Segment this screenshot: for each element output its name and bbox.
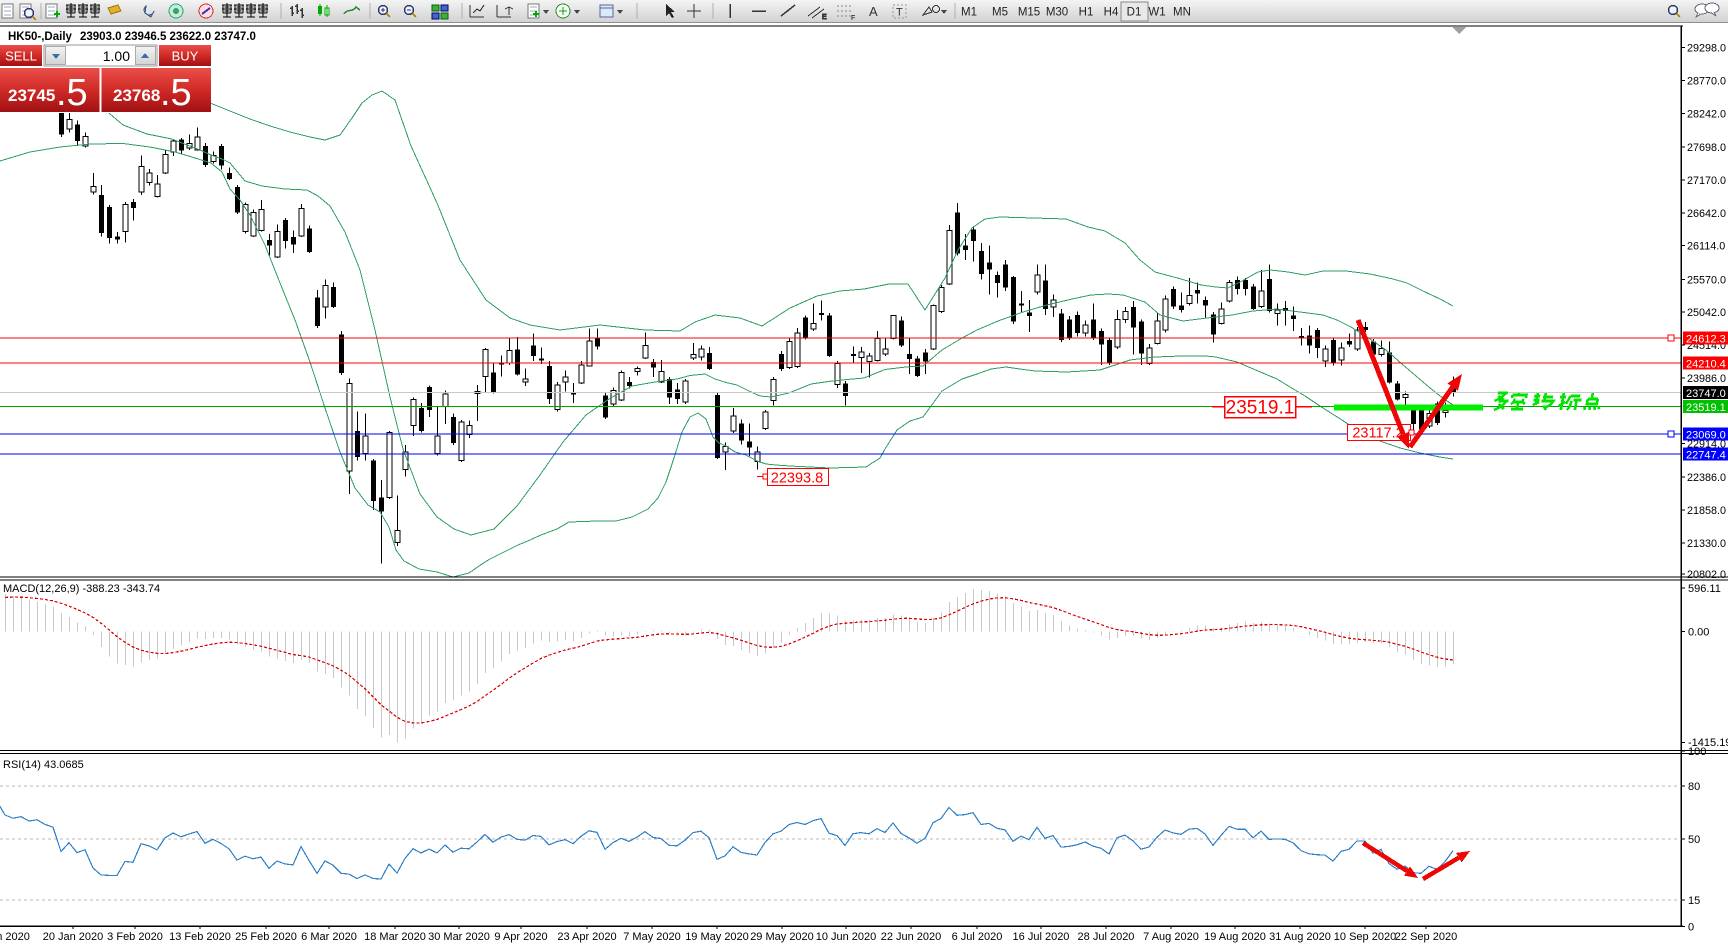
svg-text:18 Mar 2020: 18 Mar 2020 (364, 931, 426, 943)
svg-text:22393.8: 22393.8 (771, 471, 823, 487)
svg-text:.5: .5 (56, 72, 88, 114)
svg-text:BUY: BUY (172, 49, 199, 64)
svg-text:7 May 2020: 7 May 2020 (623, 931, 680, 943)
svg-text:A: A (869, 4, 878, 19)
svg-text:27170.0: 27170.0 (1687, 175, 1726, 187)
svg-text:19 May 2020: 19 May 2020 (685, 931, 749, 943)
svg-text:21858.0: 21858.0 (1687, 505, 1726, 517)
svg-text:0.00: 0.00 (1688, 627, 1709, 639)
svg-text:25570.0: 25570.0 (1687, 274, 1726, 286)
svg-text:23986.0: 23986.0 (1687, 373, 1726, 385)
svg-text:21330.0: 21330.0 (1687, 538, 1726, 550)
svg-text:20 Jan 2020: 20 Jan 2020 (43, 931, 104, 943)
svg-text:6 Mar 2020: 6 Mar 2020 (301, 931, 357, 943)
svg-text:SELL: SELL (5, 49, 37, 64)
svg-text:-1415.19: -1415.19 (1688, 737, 1728, 749)
svg-text:D1: D1 (1127, 7, 1142, 19)
svg-text:596.11: 596.11 (1688, 583, 1721, 595)
svg-text:M30: M30 (1046, 7, 1068, 19)
svg-text:23519.1: 23519.1 (1226, 398, 1295, 419)
svg-text:80: 80 (1688, 781, 1700, 793)
svg-text:E: E (822, 14, 827, 21)
svg-text:25042.0: 25042.0 (1687, 307, 1726, 319)
svg-text:13 Feb 2020: 13 Feb 2020 (169, 931, 231, 943)
svg-text:29298.0: 29298.0 (1687, 43, 1726, 55)
svg-text:23117.2: 23117.2 (1352, 426, 1403, 442)
svg-text:MACD(12,26,9) -388.23 -343.74: MACD(12,26,9) -388.23 -343.74 (3, 583, 160, 595)
svg-text:22386.0: 22386.0 (1687, 472, 1726, 484)
svg-text:10 Sep 2020: 10 Sep 2020 (1334, 931, 1396, 943)
svg-text:23745: 23745 (8, 86, 55, 105)
svg-text:.5: .5 (160, 72, 192, 114)
svg-text:H4: H4 (1104, 7, 1119, 19)
svg-text:24612.3: 24612.3 (1686, 334, 1726, 346)
svg-text:23 Apr 2020: 23 Apr 2020 (557, 931, 616, 943)
svg-text:7 Aug 2020: 7 Aug 2020 (1143, 931, 1199, 943)
svg-text:F: F (851, 15, 855, 22)
svg-text:an 2020: an 2020 (0, 931, 30, 943)
svg-text:6 Jul 2020: 6 Jul 2020 (952, 931, 1003, 943)
svg-text:28242.0: 28242.0 (1687, 108, 1726, 120)
svg-text:100: 100 (1688, 746, 1706, 758)
svg-text:19 Aug 2020: 19 Aug 2020 (1204, 931, 1266, 943)
svg-text:10 Jun 2020: 10 Jun 2020 (816, 931, 877, 943)
svg-text:25 Feb 2020: 25 Feb 2020 (235, 931, 297, 943)
svg-text:22 Sep 2020: 22 Sep 2020 (1395, 931, 1457, 943)
svg-text:28 Jul 2020: 28 Jul 2020 (1078, 931, 1135, 943)
svg-text:29 May 2020: 29 May 2020 (750, 931, 814, 943)
svg-text:W1: W1 (1148, 7, 1165, 19)
svg-text:M5: M5 (992, 7, 1008, 19)
svg-text:MN: MN (1173, 7, 1191, 19)
svg-text:M15: M15 (1018, 7, 1040, 19)
svg-text:30 Mar 2020: 30 Mar 2020 (428, 931, 490, 943)
svg-text:20802.0: 20802.0 (1687, 569, 1726, 581)
svg-text:26114.0: 26114.0 (1687, 241, 1725, 253)
svg-text:26642.0: 26642.0 (1687, 208, 1726, 220)
svg-text:27698.0: 27698.0 (1687, 142, 1726, 154)
svg-text:15: 15 (1688, 895, 1700, 907)
svg-text:RSI(14) 43.0685: RSI(14) 43.0685 (3, 759, 84, 771)
svg-text:23519.1: 23519.1 (1686, 402, 1726, 414)
svg-text:16 Jul 2020: 16 Jul 2020 (1013, 931, 1070, 943)
svg-text:9 Apr 2020: 9 Apr 2020 (494, 931, 547, 943)
svg-text:22 Jun 2020: 22 Jun 2020 (881, 931, 942, 943)
svg-text:23768: 23768 (113, 86, 160, 105)
svg-text:1.00: 1.00 (103, 48, 130, 64)
svg-text:22914.0: 22914.0 (1687, 438, 1726, 450)
svg-text:HK50-,Daily: HK50-,Daily (8, 31, 73, 43)
svg-text:3 Feb 2020: 3 Feb 2020 (107, 931, 163, 943)
svg-text:50: 50 (1688, 834, 1700, 846)
svg-text:24210.4: 24210.4 (1686, 359, 1726, 371)
svg-text:28770.0: 28770.0 (1687, 76, 1726, 88)
svg-text:T: T (896, 7, 903, 19)
svg-text:23069.0: 23069.0 (1686, 430, 1726, 442)
svg-text:31 Aug 2020: 31 Aug 2020 (1269, 931, 1331, 943)
svg-text:0: 0 (1688, 922, 1694, 934)
svg-text:23903.0 23946.5 23622.0 23747.: 23903.0 23946.5 23622.0 23747.0 (80, 31, 256, 43)
svg-text:23747.0: 23747.0 (1686, 388, 1726, 400)
svg-text:M1: M1 (961, 7, 977, 19)
svg-text:H1: H1 (1079, 7, 1094, 19)
svg-text:22747.4: 22747.4 (1686, 450, 1726, 462)
